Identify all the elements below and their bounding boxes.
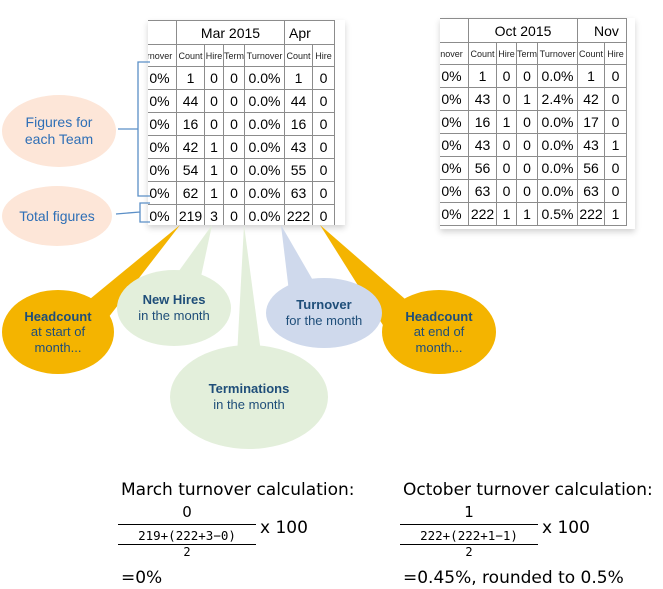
table-cell: 63	[284, 181, 313, 205]
table-cell: 43	[468, 87, 497, 111]
terminations-pointer	[236, 225, 264, 375]
table-cell: 0%	[440, 133, 469, 157]
table-cell: 63	[577, 179, 605, 203]
table-cell: 0.0%	[537, 110, 578, 134]
blank-cell	[148, 20, 177, 45]
march-calc-title: March turnover calculation:	[121, 480, 355, 500]
table-cell: 0.0%	[244, 204, 285, 225]
table-cell: 0.0%	[244, 66, 285, 90]
new-hires-callout: New Hires in the month	[117, 270, 231, 346]
month-header: Nov	[577, 18, 627, 43]
table-cell: 0.0%	[537, 156, 578, 180]
figures-team-text: Figures for each Team	[24, 114, 94, 147]
table-cell: 0%	[440, 64, 469, 88]
table-cell: 16	[176, 112, 205, 136]
march-numerator: 0	[182, 503, 192, 521]
table-cell: 0%	[148, 181, 177, 205]
table-cell: 0%	[148, 135, 177, 159]
table-row: 0% 63 0 0 0.0% 63 0	[440, 179, 627, 203]
headcount-end-callout: Headcount at end of month...	[382, 290, 496, 374]
october-fraction: 1 222+(222+1−1) 2	[400, 503, 538, 559]
table-cell: 2.4%	[537, 87, 578, 111]
terminations-sub: in the month	[213, 397, 285, 412]
fraction-bar	[400, 544, 538, 545]
total-figures-text: Total figures	[19, 207, 95, 224]
terminations-callout: Terminations in the month	[170, 345, 328, 449]
october-times: x 100	[542, 518, 590, 538]
table-cell: 42	[176, 135, 205, 159]
october-denominator-divisor: 2	[465, 545, 473, 559]
fraction-bar	[400, 524, 538, 525]
terminations-title: Terminations	[208, 381, 290, 397]
total-brace	[115, 202, 150, 223]
table-row: 0% 16 0 0 0.0% 16 0	[148, 112, 335, 136]
october-result: =0.45%, rounded to 0.5%	[403, 568, 624, 588]
march-result: =0%	[121, 568, 163, 588]
new-hires-sub: in the month	[138, 308, 210, 323]
march-grid: Mar 2015 Apr rnover Count Hire Term Turn…	[148, 20, 335, 225]
headcount-end-sub: at end of month...	[413, 324, 465, 355]
table-row: 0% 1 0 0 0.0% 1 0	[440, 64, 627, 88]
table-row-total: 0% 219 3 0 0.0% 222 0	[148, 204, 335, 225]
turnover-callout: Turnover for the month	[266, 278, 382, 348]
figures-team-callout: Figures for each Team	[2, 95, 116, 167]
table-cell: 44	[284, 89, 313, 113]
october-table: Oct 2015 Nov nover Count Hire Term Turno…	[440, 18, 635, 229]
table-cell: 0%	[148, 204, 177, 225]
fraction-bar	[118, 544, 256, 545]
march-times: x 100	[260, 518, 308, 538]
october-calc-title: October turnover calculation:	[403, 480, 653, 500]
table-cell: 16	[468, 110, 497, 134]
table-cell: 0	[312, 89, 335, 113]
table-cell: 0	[312, 204, 335, 225]
blank-cell	[440, 18, 469, 43]
table-row: 0% 54 1 0 0.0% 55 0	[148, 158, 335, 182]
turnover-title: Turnover	[296, 297, 352, 313]
fraction-bar	[118, 524, 256, 525]
table-row: 0% 42 1 0 0.0% 43 0	[148, 135, 335, 159]
new-hires-title: New Hires	[142, 292, 206, 308]
march-denominator: 219+(222+3−0)	[138, 528, 236, 543]
headcount-end-title: Headcount	[405, 308, 473, 324]
headcount-start-sub: at start of month...	[30, 324, 86, 355]
table-cell: 56	[577, 156, 605, 180]
table-cell: 219	[176, 204, 205, 225]
table-cell: 0%	[440, 156, 469, 180]
turnover-sub: for the month	[285, 313, 363, 328]
march-denominator-divisor: 2	[183, 545, 191, 559]
october-numerator: 1	[464, 503, 474, 521]
table-cell: 0.0%	[244, 158, 285, 182]
table-cell: 0.5%	[537, 202, 578, 226]
table-cell: 0%	[148, 112, 177, 136]
headcount-start-callout: Headcount at start of month...	[2, 290, 114, 374]
table-cell: 222	[284, 204, 313, 225]
table-cell: 0%	[148, 158, 177, 182]
table-cell: 1	[604, 133, 627, 157]
table-cell: 0.0%	[537, 64, 578, 88]
table-row: 0% 56 0 0 0.0% 56 0	[440, 156, 627, 180]
march-fraction: 0 219+(222+3−0) 2	[118, 503, 256, 559]
table-cell: 0.0%	[244, 89, 285, 113]
table-cell: 222	[468, 202, 497, 226]
table-cell: 1	[604, 202, 627, 226]
total-figures-callout: Total figures	[2, 186, 112, 246]
table-cell: 55	[284, 158, 313, 182]
table-cell: 0%	[440, 202, 469, 226]
october-grid: Oct 2015 Nov nover Count Hire Term Turno…	[440, 18, 627, 226]
team-brace	[118, 61, 150, 197]
table-cell: 43	[577, 133, 605, 157]
table-row: 0% 44 0 0 0.0% 44 0	[148, 89, 335, 113]
table-cell: 0%	[148, 66, 177, 90]
month-header: Oct 2015	[468, 18, 578, 43]
october-denominator: 222+(222+1−1)	[420, 528, 518, 543]
table-cell: 0%	[440, 87, 469, 111]
table-row-total: 0% 222 1 1 0.5% 222 1	[440, 202, 627, 226]
table-row: 0% 16 1 0 0.0% 17 0	[440, 110, 627, 134]
march-table: Mar 2015 Apr rnover Count Hire Term Turn…	[148, 20, 345, 225]
table-cell: 1	[496, 202, 517, 226]
table-row: 0% 1 0 0 0.0% 1 0	[148, 66, 335, 90]
headcount-start-title: Headcount	[24, 308, 92, 324]
table-row: 0% 43 0 0 0.0% 43 1	[440, 133, 627, 157]
